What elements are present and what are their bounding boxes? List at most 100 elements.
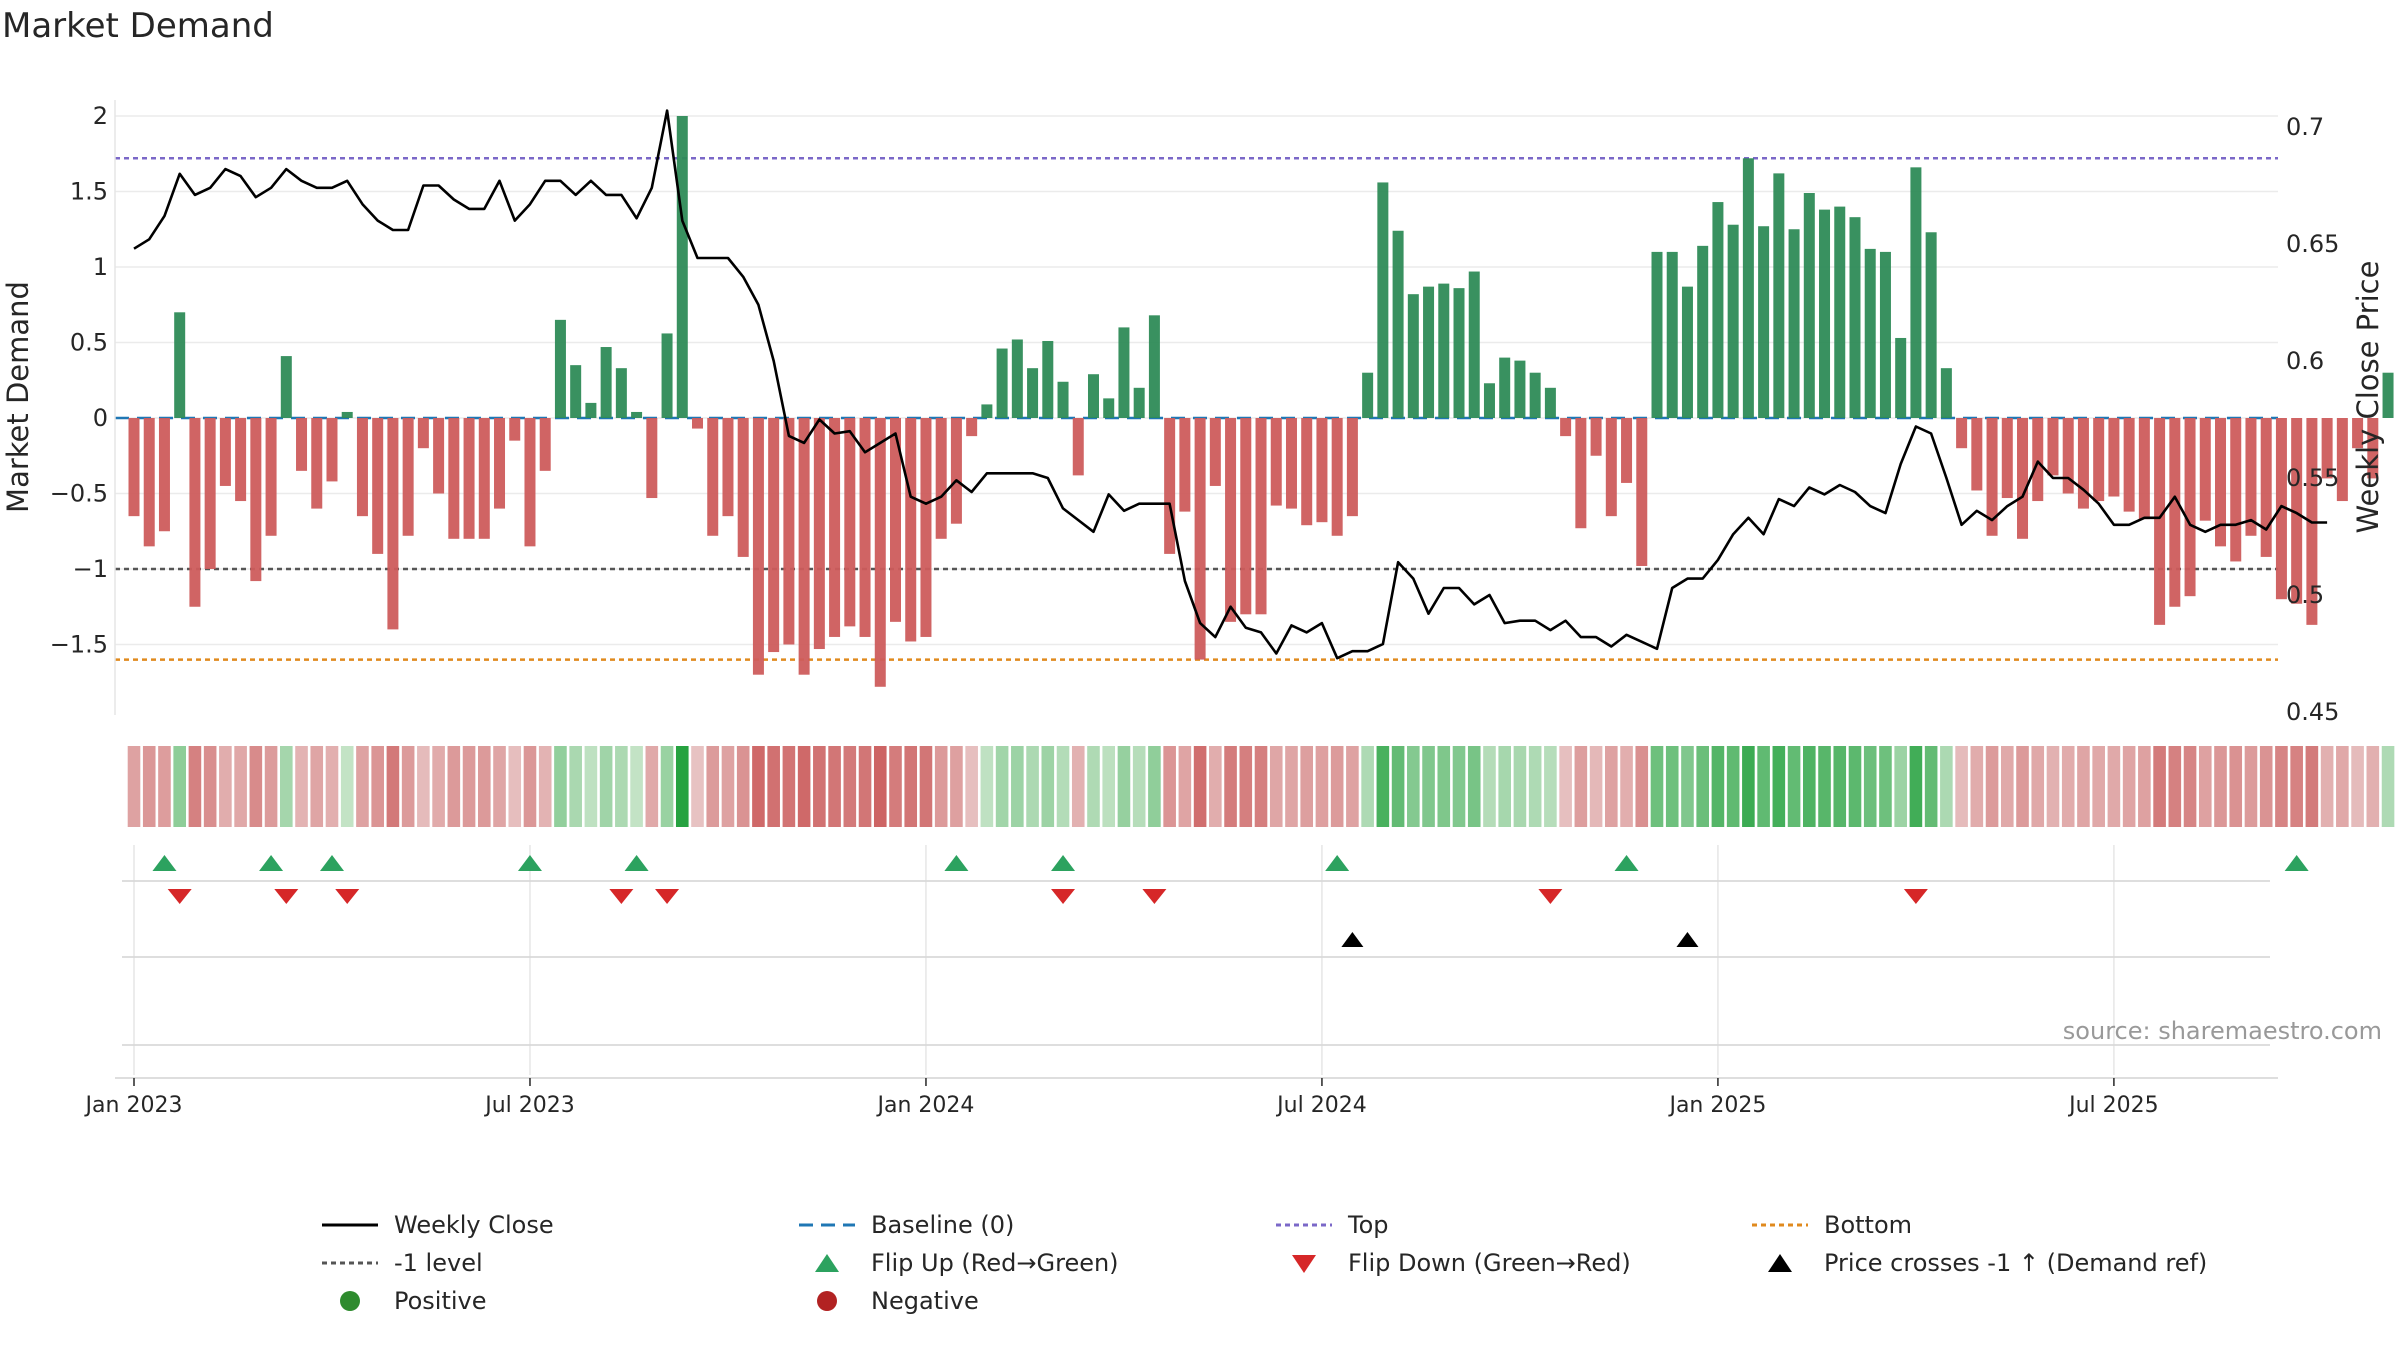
heat-cell (630, 746, 643, 827)
heat-cell (889, 746, 902, 827)
heat-cell (736, 746, 750, 827)
demand-bar (494, 418, 506, 509)
demand-bar (2154, 418, 2166, 625)
legend-label: Baseline (0) (871, 1211, 1015, 1239)
heat-cell (2259, 746, 2273, 827)
heat-cell (2077, 746, 2090, 827)
demand-bar (1712, 202, 1724, 418)
demand-bar (1240, 418, 1252, 615)
demand-bar (1087, 374, 1099, 418)
heat-cell (782, 746, 796, 827)
demand-bar (752, 418, 764, 675)
heat-cell (203, 746, 217, 827)
demand-bar (539, 418, 551, 471)
heat-cell (2183, 746, 2197, 827)
heat-cell (904, 746, 918, 827)
demand-bar (1407, 294, 1419, 418)
heat-cell (1559, 746, 1572, 827)
demand-bar (813, 418, 825, 650)
heat-cell (1665, 746, 1679, 827)
flip-up-marker (1051, 855, 1076, 871)
y2-tick-label: 0.65 (2286, 230, 2339, 258)
demand-bar (1042, 340, 1054, 418)
demand-bar (1225, 418, 1237, 622)
price-cross-marker (1341, 932, 1364, 947)
demand-bar (311, 418, 323, 509)
demand-bar (1986, 418, 1998, 536)
demand-bar (2032, 418, 2044, 502)
demand-bar (950, 418, 962, 524)
heat-cell (1041, 746, 1055, 827)
legend-negative: Negative (797, 1284, 979, 1318)
heat-cell (1269, 746, 1283, 827)
heat-cell (1285, 746, 1298, 827)
legend-label: Bottom (1824, 1211, 1913, 1239)
heat-cell (1635, 746, 1649, 827)
demand-bar (1118, 327, 1130, 418)
demand-bar (128, 418, 140, 517)
demand-bar (1849, 217, 1861, 418)
heat-cell (1909, 746, 1923, 827)
flip-down-marker (335, 889, 360, 904)
y-tick-label: −0.5 (50, 480, 108, 508)
demand-bar (356, 418, 368, 517)
legend-label: Weekly Close (394, 1211, 554, 1239)
y-tick-label: 0 (93, 404, 108, 432)
heat-cell (2366, 746, 2380, 827)
y-tick-label: 1.5 (70, 178, 108, 206)
heat-cell (2214, 746, 2227, 827)
heat-cell (1620, 746, 1633, 827)
heat-cell (417, 746, 430, 827)
heat-cell (934, 746, 948, 827)
heat-cell (2336, 746, 2349, 827)
y2-tick-label: 0.6 (2286, 347, 2324, 375)
flip-up-marker (2284, 855, 2309, 871)
demand-bar (2367, 418, 2379, 479)
demand-bar (966, 418, 978, 437)
demand-bar (2169, 418, 2181, 607)
demand-bar (874, 418, 886, 687)
demand-bar (1194, 418, 1206, 660)
legend-label: Price crosses -1 ↑ (Demand ref) (1824, 1249, 2208, 1277)
demand-bar (1803, 193, 1815, 418)
demand-bar (204, 418, 216, 569)
demand-bar (265, 418, 277, 536)
legend-label: -1 level (394, 1249, 483, 1277)
heat-cell (752, 746, 765, 827)
weekly-close-line (133, 109, 2328, 660)
legend-minus1: -1 level (320, 1246, 483, 1280)
demand-bar (798, 418, 810, 675)
heat-cell (340, 746, 354, 827)
heat-cell (1391, 746, 1405, 827)
demand-bar (2184, 418, 2196, 597)
flip-down-marker (167, 889, 192, 904)
market-demand-chart: 2 1.5 1 0.5 0 −0.5 −1 −1.5 0.7 0.65 0.6 0.55 0.5 0.4… (1, 100, 2395, 1118)
heat-cell (2122, 746, 2136, 827)
heat-cell (1163, 746, 1176, 827)
heat-cell (2275, 746, 2288, 827)
heat-cell (462, 746, 476, 827)
heat-cell (158, 746, 171, 827)
y-tick-label: −1 (73, 555, 108, 583)
demand-bar (2199, 418, 2211, 521)
heat-cell (919, 746, 933, 827)
line-swatch-icon (322, 1223, 378, 1227)
demand-bar (2093, 418, 2105, 502)
demand-bar (1727, 224, 1739, 418)
demand-bar (1910, 167, 1922, 418)
demand-bar (326, 418, 338, 482)
demand-bar (463, 418, 475, 539)
demand-bar (387, 418, 399, 630)
demand-bar (1758, 226, 1770, 418)
demand-bar (2245, 418, 2257, 536)
demand-bar (570, 365, 582, 418)
flip-up-marker (624, 855, 649, 871)
flip-down-marker (274, 889, 299, 904)
heat-cell (1011, 746, 1024, 827)
demand-bar (844, 418, 856, 627)
demand-bar (829, 418, 841, 637)
heat-cell (2031, 746, 2045, 827)
demand-bar (417, 418, 429, 449)
demand-bar (1666, 251, 1678, 418)
heat-cell (615, 746, 628, 827)
